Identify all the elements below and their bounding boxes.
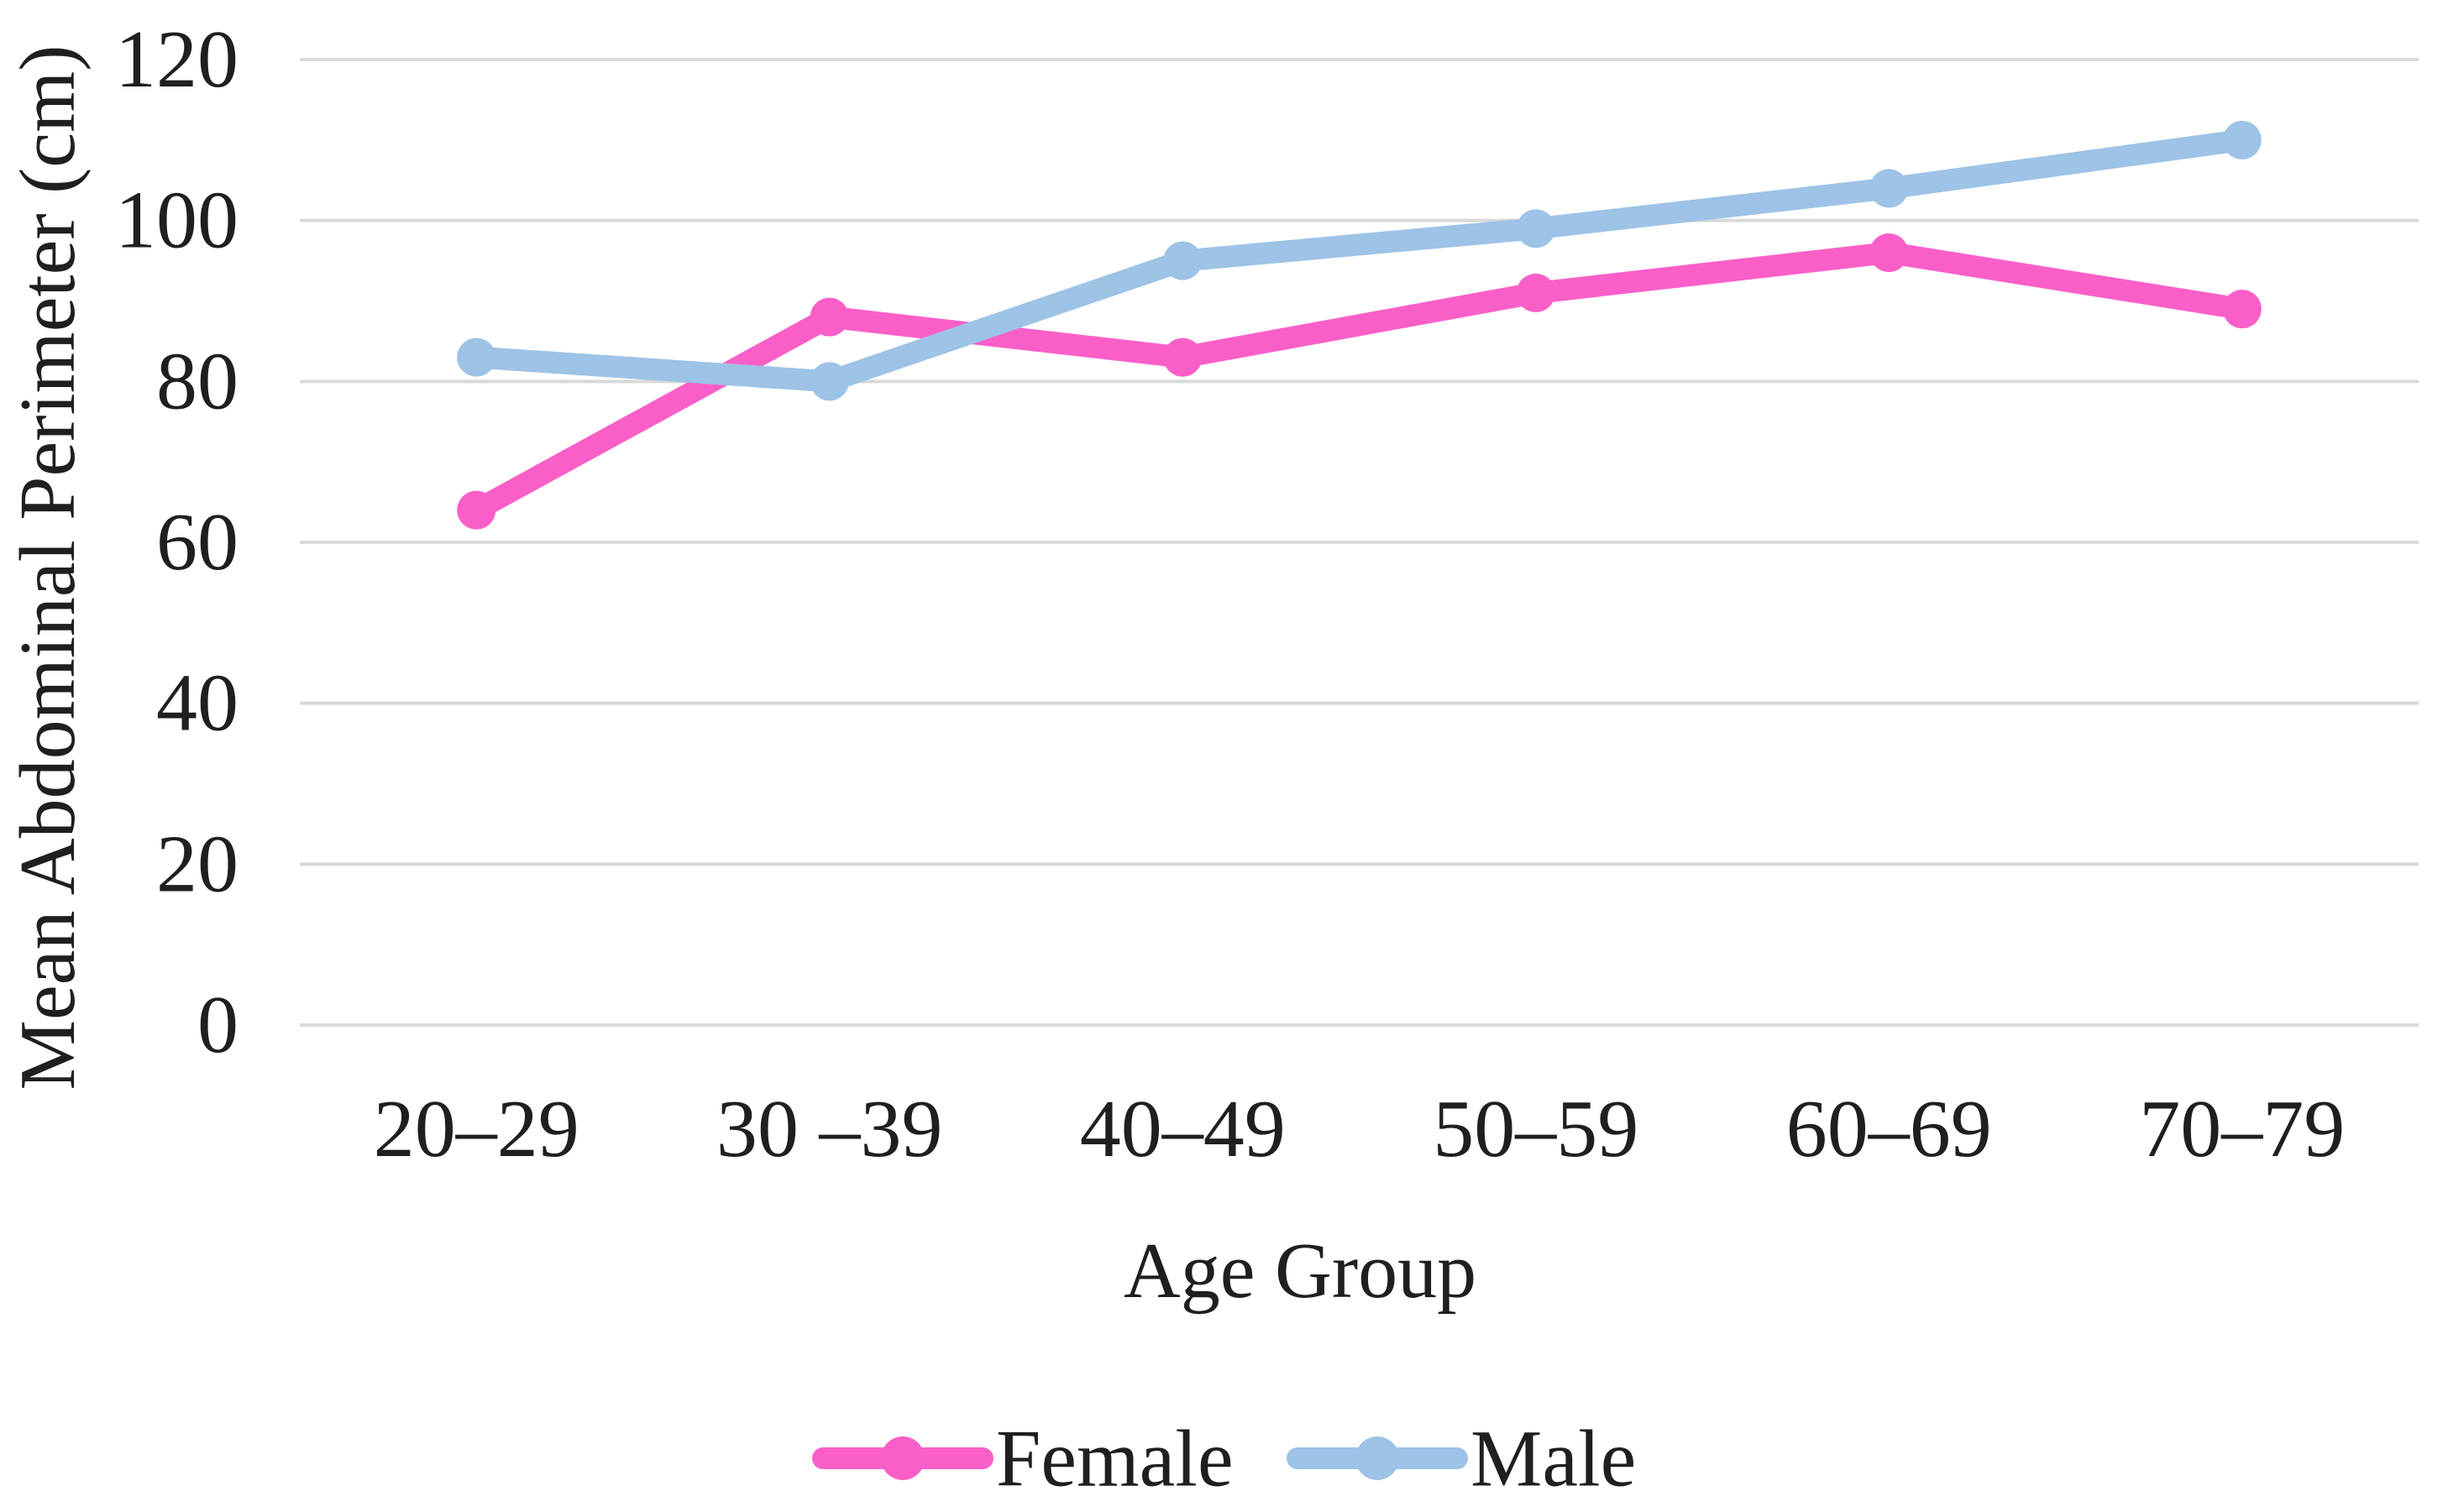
data-series <box>457 120 2262 530</box>
legend-marker-female <box>881 1436 925 1480</box>
legend: Female Male <box>812 1414 1636 1504</box>
x-tick-label: 30 –39 <box>716 1084 943 1175</box>
female-series-marker <box>810 297 849 337</box>
y-axis-title: Mean Abdominal Perimeter (cm) <box>4 44 92 1090</box>
x-tick-label: 60–69 <box>1786 1084 1992 1175</box>
male-series-marker <box>2222 120 2262 160</box>
y-tick-label: 40 <box>156 658 239 749</box>
male-series-marker <box>810 362 849 401</box>
female-series-marker <box>1516 273 1555 312</box>
x-tick-label: 40–49 <box>1080 1084 1286 1175</box>
x-axis-tick-labels: 20–29 30 –39 40–49 50–59 60–69 70–79 <box>374 1084 2346 1175</box>
female-series-marker <box>2222 290 2262 329</box>
y-axis-tick-labels: 0 20 40 60 80 100 120 <box>115 14 239 1070</box>
x-tick-label: 50–59 <box>1433 1084 1638 1175</box>
male-series-marker <box>1516 209 1555 249</box>
x-tick-label: 20–29 <box>374 1084 579 1175</box>
x-axis-title: Age Group <box>1124 1227 1476 1315</box>
x-tick-label: 70–79 <box>2139 1084 2345 1175</box>
male-series-marker <box>1869 169 1909 208</box>
male-series-marker <box>457 337 496 377</box>
y-tick-label: 60 <box>156 497 239 588</box>
legend-label-female: Female <box>996 1414 1234 1504</box>
y-tick-label: 20 <box>156 819 239 909</box>
y-tick-label: 120 <box>115 14 239 105</box>
gridlines <box>300 58 2419 1027</box>
female-series-marker <box>1869 233 1909 272</box>
female-series-marker <box>457 490 496 530</box>
female-series-line <box>465 242 2253 521</box>
y-tick-label: 0 <box>197 980 239 1070</box>
y-tick-label: 100 <box>115 175 239 266</box>
male-series-line <box>465 128 2253 393</box>
legend-label-male: Male <box>1471 1414 1636 1504</box>
female-series-marker <box>1163 337 1203 377</box>
y-tick-label: 80 <box>156 336 239 426</box>
legend-marker-male <box>1355 1436 1399 1480</box>
male-series-marker <box>1163 241 1203 280</box>
